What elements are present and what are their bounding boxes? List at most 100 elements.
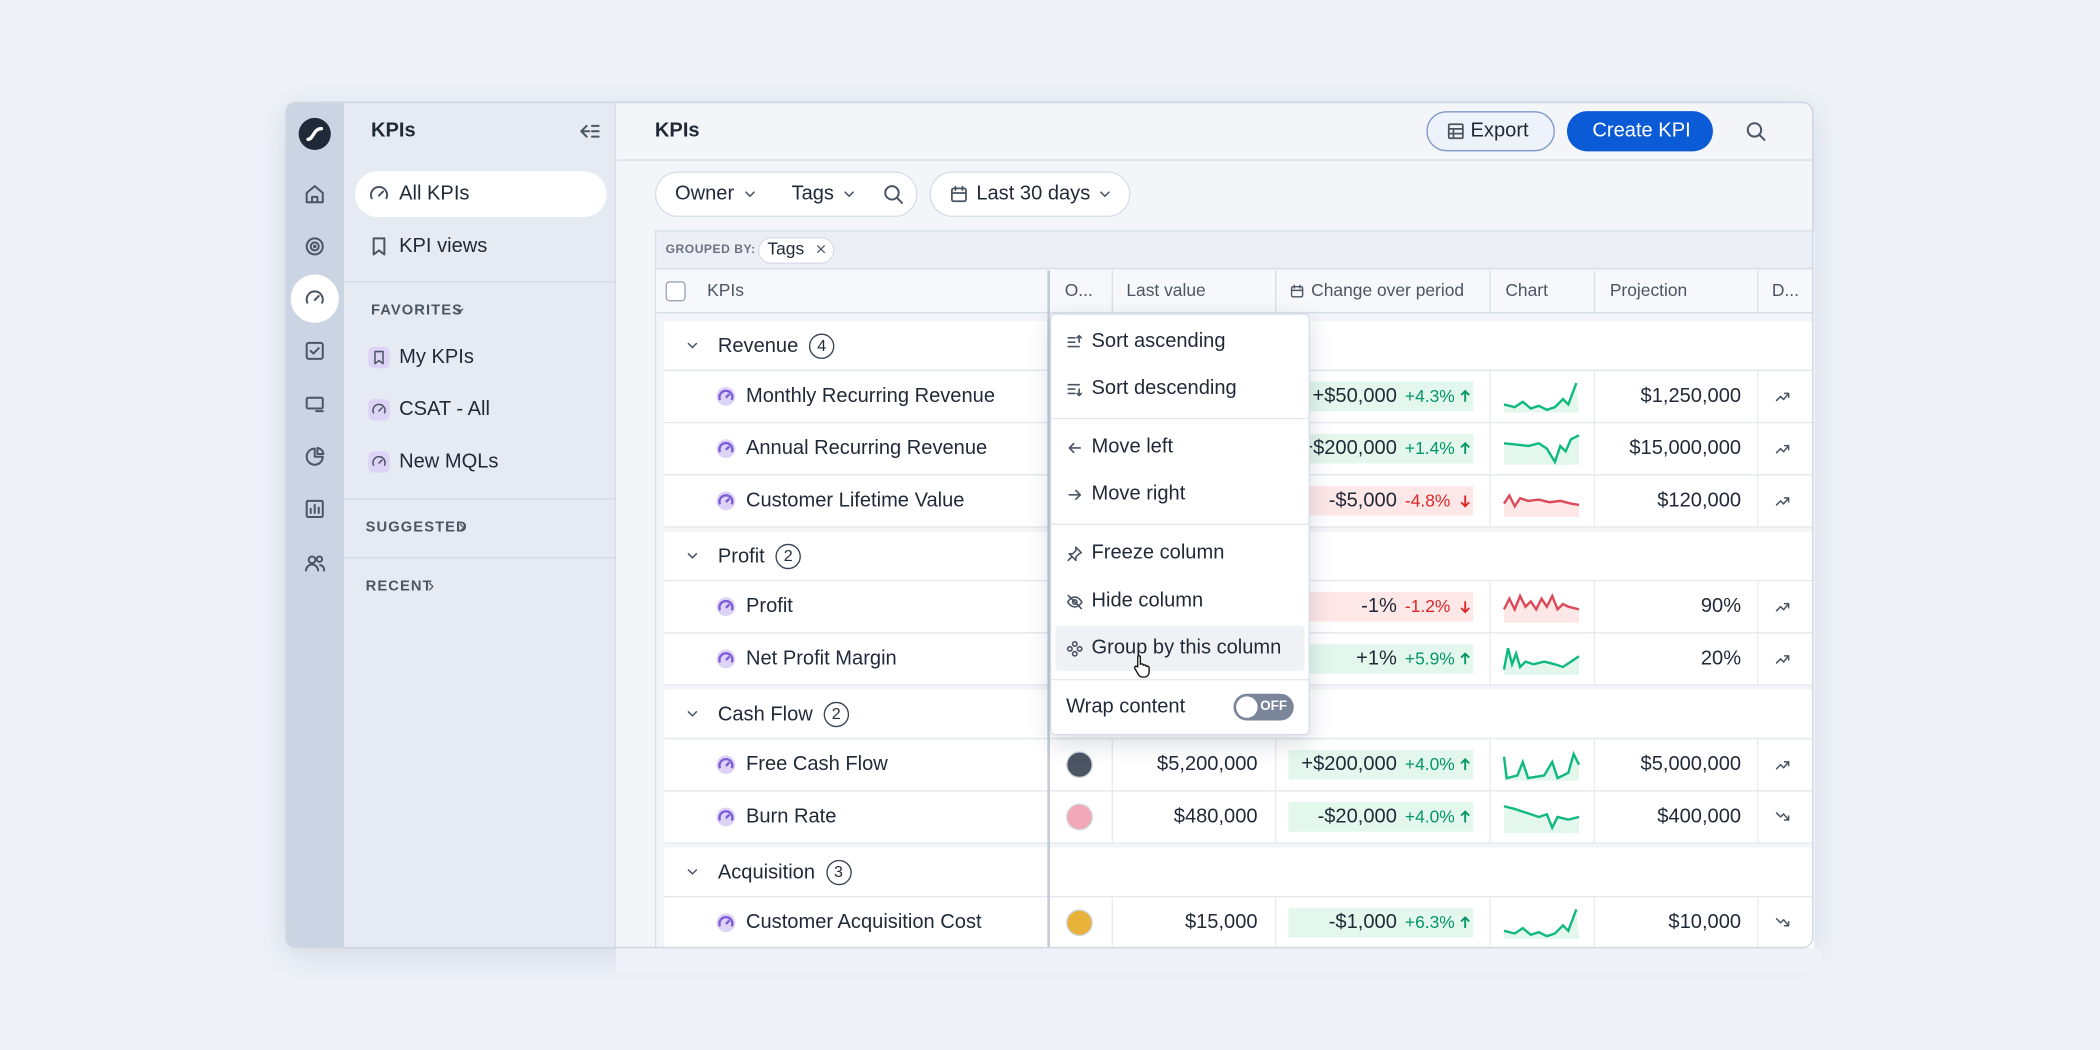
rail-icon (304, 446, 325, 467)
change-pct: +4.0% (1404, 806, 1455, 827)
kpi-name[interactable]: Annual Recurring Revenue (745, 436, 988, 460)
filter-owner[interactable]: Owner (675, 182, 735, 205)
rail-icon (304, 183, 325, 204)
menu-highlight (1055, 625, 1305, 671)
icon-rail (286, 103, 345, 947)
sparkline (1503, 433, 1580, 465)
trend-icon (1775, 388, 1791, 404)
frozen-divider (1047, 270, 1051, 949)
section-label: FAVORITES (370, 302, 464, 319)
search-icon (1745, 121, 1766, 142)
nav-icon (368, 183, 389, 204)
chev (841, 186, 857, 202)
change-value: -$1,000 (1328, 910, 1397, 934)
rail-icon (304, 552, 326, 573)
search-icon (883, 183, 904, 204)
sidebar-item[interactable]: All KPIs (399, 182, 470, 205)
menu-item[interactable]: Group by this column (1091, 636, 1282, 659)
change-arrow (1460, 652, 1471, 665)
kpi-name[interactable]: Customer Acquisition Cost (745, 910, 982, 934)
column-header[interactable]: O... (1064, 279, 1093, 301)
sparkline (1503, 380, 1580, 413)
checkbox[interactable] (665, 281, 686, 302)
col-sep (1757, 370, 1759, 424)
chev (453, 304, 466, 317)
group-toggle (684, 706, 700, 722)
kpi-name[interactable]: Monthly Recurring Revenue (745, 384, 996, 408)
col-sep (1111, 270, 1113, 314)
sidebar-title: KPIs (370, 119, 416, 142)
projection: $400,000 (1657, 804, 1742, 828)
fav-icon-bg (368, 346, 390, 369)
menu-divider (1051, 417, 1309, 420)
last-value: $5,200,000 (1157, 752, 1258, 776)
menu-item[interactable]: Hide column (1091, 589, 1204, 613)
chev (425, 580, 438, 593)
export-button[interactable] (1426, 111, 1555, 152)
group-name: Profit (717, 545, 765, 568)
group-row (664, 847, 1814, 898)
group-title: Revenue 4 (718, 332, 835, 360)
favorite-item[interactable]: New MQLs (399, 450, 499, 473)
chip-label: Tags (767, 238, 805, 259)
filter-tags[interactable]: Tags (791, 182, 834, 205)
kpi-name[interactable]: Burn Rate (745, 804, 837, 828)
trend-icon (1775, 493, 1791, 509)
projection: 90% (1700, 594, 1742, 618)
group-count: 3 (825, 859, 852, 886)
menu-divider (1051, 679, 1309, 681)
section-label[interactable]: SUGGESTED (365, 519, 468, 536)
col-sep (1489, 370, 1491, 424)
fav-icon (371, 350, 387, 366)
column-header[interactable]: Projection (1609, 279, 1688, 301)
kpi-name[interactable]: Customer Lifetime Value (745, 488, 965, 512)
kpi-name[interactable]: Net Profit Margin (745, 646, 897, 670)
sidebar-item[interactable]: KPI views (399, 234, 488, 258)
menu-item[interactable]: Sort descending (1091, 376, 1237, 400)
projection: $10,000 (1668, 910, 1742, 934)
section-label[interactable]: RECENT (365, 578, 433, 595)
group-toggle (684, 338, 700, 354)
menu-item[interactable]: Move left (1091, 435, 1174, 459)
menu-item[interactable]: Move right (1091, 482, 1186, 505)
column-header[interactable]: D... (1771, 279, 1799, 301)
trend-icon (1775, 651, 1791, 667)
group-toggle (684, 864, 700, 880)
sparkline (1502, 591, 1580, 623)
menu-item[interactable]: Freeze column (1091, 541, 1225, 564)
col-sep (1275, 270, 1277, 314)
group-name: Revenue (717, 334, 799, 358)
col-sep (1593, 791, 1596, 844)
filter-pill[interactable] (654, 171, 918, 217)
sparkline (1503, 485, 1580, 517)
column-header[interactable]: Change over period (1311, 279, 1465, 301)
column-header[interactable]: KPIs (707, 279, 744, 301)
kpi-name[interactable]: Profit (745, 594, 793, 618)
col-sep (1757, 633, 1759, 686)
menu-divider (1051, 523, 1309, 526)
menu-item[interactable]: Sort ascending (1091, 329, 1226, 353)
group-title: Acquisition 3 (717, 858, 852, 886)
sidebar-active[interactable] (354, 171, 607, 217)
column-header[interactable]: Last value (1126, 279, 1206, 301)
favorite-item[interactable]: My KPIs (399, 345, 474, 369)
favorite-item[interactable]: CSAT - All (399, 397, 490, 421)
trend-icon (1775, 599, 1791, 615)
create-button[interactable] (1566, 111, 1713, 152)
col-sep (1489, 739, 1491, 792)
kpi-name[interactable]: Free Cash Flow (745, 752, 888, 776)
col-sep (1757, 423, 1759, 476)
rail-icon (304, 394, 325, 415)
rail-icon (304, 340, 325, 361)
kpi-icon (716, 649, 736, 669)
trend-icon (1775, 915, 1791, 931)
last-value: $480,000 (1173, 804, 1258, 828)
col-sep (1593, 423, 1596, 476)
date-pill[interactable] (929, 171, 1131, 217)
col-sep (1757, 897, 1759, 950)
group-name: Acquisition (717, 861, 816, 884)
column-header[interactable]: Chart (1505, 279, 1548, 301)
projection: $15,000,000 (1629, 436, 1742, 460)
divider (617, 159, 1813, 161)
grouped-label: GROUPED BY: (665, 242, 756, 256)
